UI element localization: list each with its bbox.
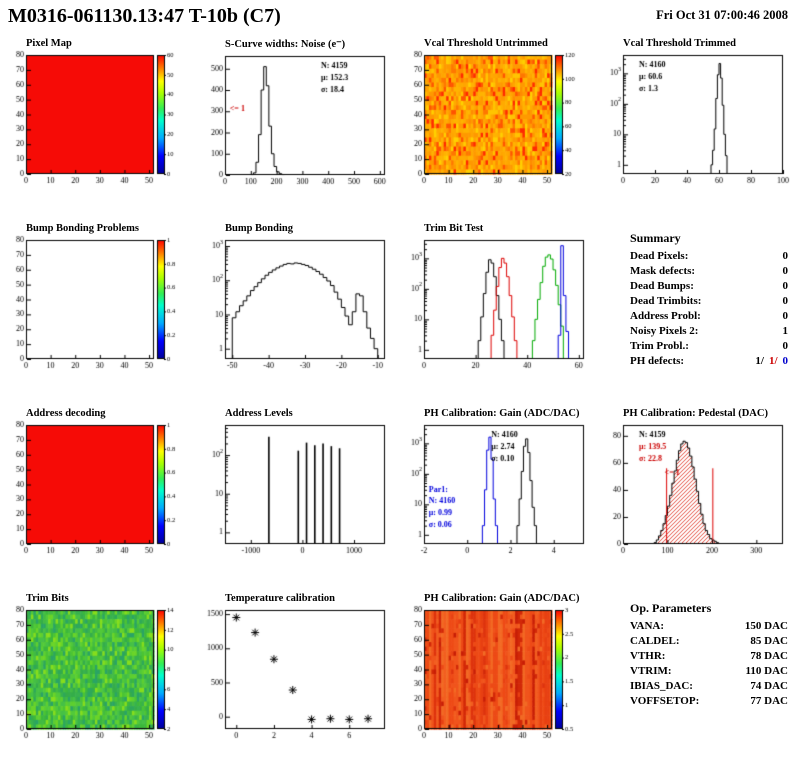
op-param-label: IBIAS_DAC: [630,680,693,692]
summary-row-noisy-pixels: Noisy Pixels 2: 1 [630,324,788,339]
summary-value: 0 [782,280,789,292]
vcal-trimmed-plot [597,50,793,190]
summary-row-mask-defects: Mask defects: 0 [630,264,788,279]
panel-title-ph-gain-map: PH Calibration: Gain (ADC/DAC) [424,593,580,604]
panel-title-address-decoding: Address decoding [26,408,106,419]
temp-calibration-plot [199,605,395,745]
ph-pedestal-plot [597,420,793,560]
address-decoding-plot [0,420,196,560]
summary-value: 0 [782,250,789,262]
op-parameters-title: Op. Parameters [630,601,712,615]
ph-defects-count-blue: 0 [782,355,789,367]
summary-value: 0 [782,265,789,277]
panel-bump-problems: Bump Bonding Problems [0,215,199,400]
op-param-value: 150 DAC [744,620,788,632]
summary-row-trim-probl: Trim Probl.: 0 [630,339,788,354]
summary-label: Dead Bumps: [630,280,694,292]
summary-ph-defects-values: 1/ 1/ 0 [755,354,788,369]
op-param-label: VTHR: [630,650,666,662]
op-param-label: VANA: [630,620,665,632]
summary-row-dead-pixels: Dead Pixels: 0 [630,249,788,264]
summary-label: Mask defects: [630,265,696,277]
summary-row-address-probl: Address Probl: 0 [630,309,788,324]
panel-title-ph-gain-hist: PH Calibration: Gain (ADC/DAC) [424,408,580,419]
trim-bits-plot [0,605,196,745]
summary-value: 0 [782,310,789,322]
trim-bit-test-plot [398,235,594,375]
op-param-row-vana: VANA: 150 DAC [630,619,788,634]
address-levels-plot [199,420,395,560]
panel-title-trim-bits: Trim Bits [26,593,69,604]
report-title: M0316-061130.13:47 T-10b (C7) [8,5,281,27]
op-param-row-vthr: VTHR: 78 DAC [630,649,788,664]
panel-ph-pedestal: PH Calibration: Pedestal (DAC) [597,400,796,585]
panel-title-vcal-untrimmed: Vcal Threshold Untrimmed [424,38,548,49]
panel-title-bump-bonding: Bump Bonding [225,223,293,234]
vcal-untrimmed-plot [398,50,594,190]
summary-label: Address Probl: [630,310,701,322]
summary-label: PH defects: [630,355,685,367]
op-param-value: 85 DAC [750,635,788,647]
ph-defects-count-red: 1/ [768,355,778,367]
panel-title-trim-bit-test: Trim Bit Test [424,223,484,234]
pixel-map-plot [0,50,196,190]
panel-bump-bonding: Bump Bonding [199,215,398,400]
summary-label: Trim Probl.: [630,340,689,352]
panel-title-address-levels: Address Levels [225,408,293,419]
op-param-value: 78 DAC [750,650,788,662]
scurve-noise-plot [199,51,395,191]
panel-title-scurve-noise: S-Curve widths: Noise (e⁻) [225,39,346,50]
op-param-value: 110 DAC [745,665,788,677]
summary-row-ph-defects: PH defects: 1/ 1/ 0 [630,354,788,369]
panel-temp-calibration: Temperature calibration [199,585,398,770]
op-param-row-caldel: CALDEL: 85 DAC [630,634,788,649]
panel-title-ph-pedestal: PH Calibration: Pedestal (DAC) [623,408,768,419]
summary-table: Dead Pixels: 0 Mask defects: 0 Dead Bumps:… [630,249,788,369]
panel-pixel-map: Pixel Map [0,30,199,215]
summary-value: 0 [782,340,789,352]
panel-title-bump-problems: Bump Bonding Problems [26,223,140,234]
ph-gain-map-plot [398,605,594,745]
ph-defects-count-black: 1/ [755,355,764,367]
op-parameters-table: VANA: 150 DAC CALDEL: 85 DAC VTHR: 78 DAC V… [630,619,788,709]
panel-summary: Summary Dead Pixels: 0 Mask defects: 0 Dea… [597,215,796,400]
summary-title: Summary [630,231,681,245]
bump-problems-plot [0,235,196,375]
op-param-label: VOFFSETOP: [630,695,700,707]
ph-gain-hist-plot [398,420,594,560]
panel-vcal-untrimmed: Vcal Threshold Untrimmed [398,30,597,215]
summary-label: Dead Pixels: [630,250,689,262]
panel-address-levels: Address Levels [199,400,398,585]
panel-trim-bits: Trim Bits [0,585,199,770]
plots-grid: Pixel Map S-Curve widths: Noise (e⁻) Vca… [0,30,796,770]
report-date: Fri Oct 31 07:00:46 2008 [656,8,788,22]
panel-trim-bit-test: Trim Bit Test [398,215,597,400]
bump-bonding-plot [199,235,395,375]
summary-row-dead-trimbits: Dead Trimbits: 0 [630,294,788,309]
op-param-label: VTRIM: [630,665,672,677]
summary-label: Noisy Pixels 2: [630,325,699,337]
op-param-row-vtrim: VTRIM: 110 DAC [630,664,788,679]
op-param-value: 74 DAC [750,680,788,692]
panel-address-decoding: Address decoding [0,400,199,585]
op-param-row-ibias-dac: IBIAS_DAC: 74 DAC [630,679,788,694]
summary-row-dead-bumps: Dead Bumps: 0 [630,279,788,294]
summary-label: Dead Trimbits: [630,295,702,307]
panel-title-temp-calibration: Temperature calibration [225,593,335,604]
op-param-row-voffsetop: VOFFSETOP: 77 DAC [630,694,788,709]
op-param-label: CALDEL: [630,635,680,647]
panel-ph-gain-hist: PH Calibration: Gain (ADC/DAC) [398,400,597,585]
summary-value: 0 [782,295,789,307]
report-header: M0316-061130.13:47 T-10b (C7) Fri Oct 31… [0,0,796,30]
panel-ph-gain-map: PH Calibration: Gain (ADC/DAC) [398,585,597,770]
panel-op-parameters: Op. Parameters VANA: 150 DAC CALDEL: 85 DA… [597,585,796,770]
panel-title-vcal-trimmed: Vcal Threshold Trimmed [623,38,736,49]
panel-vcal-trimmed: Vcal Threshold Trimmed [597,30,796,215]
op-param-value: 77 DAC [750,695,788,707]
panel-scurve-noise: S-Curve widths: Noise (e⁻) [199,30,398,215]
summary-value: 1 [782,325,789,337]
panel-title-pixel-map: Pixel Map [26,38,72,49]
